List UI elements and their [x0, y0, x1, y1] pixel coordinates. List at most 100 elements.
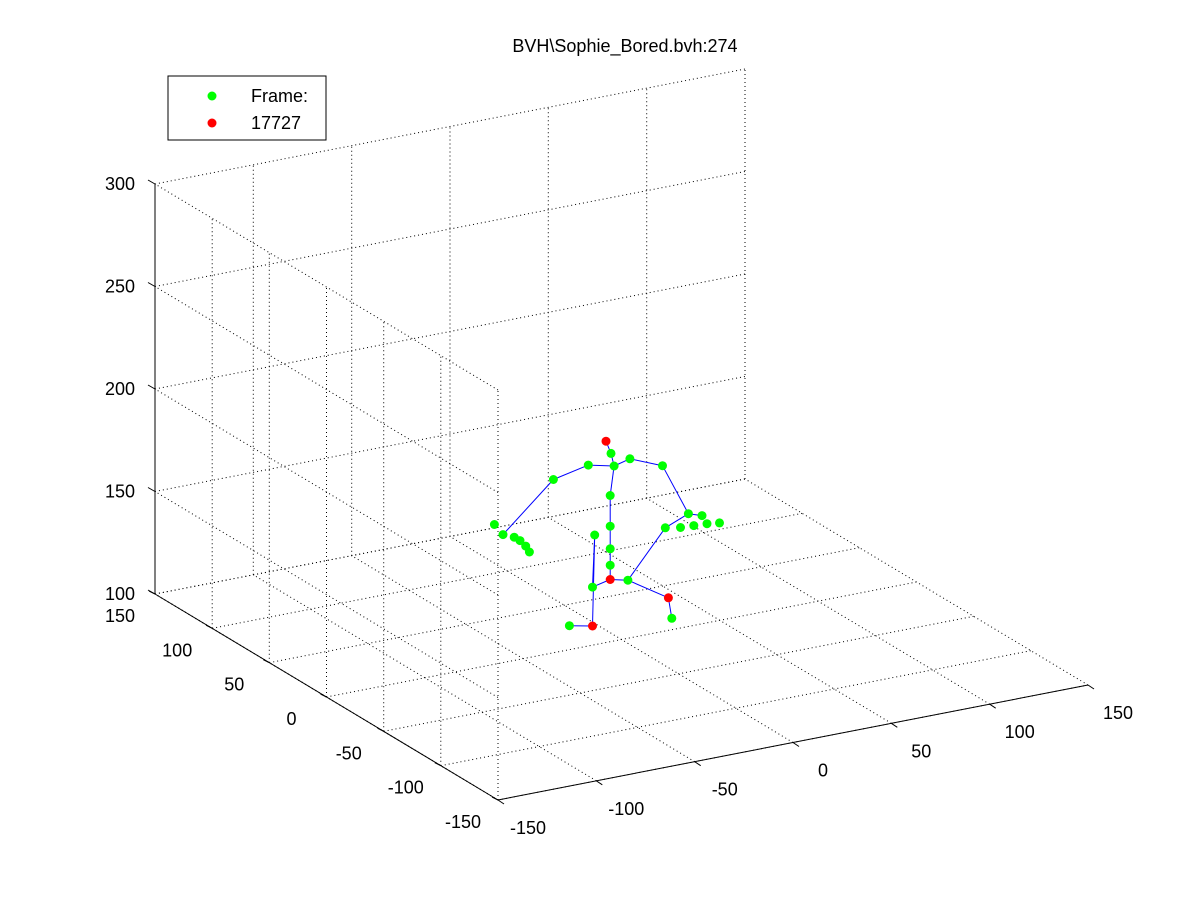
z-tick [147, 282, 156, 287]
bone-left-shoulder-left-wrist [502, 479, 554, 535]
x-tick-label: -100 [608, 799, 644, 819]
legend-label-number: 17727 [251, 113, 301, 133]
x-tick [989, 703, 996, 709]
joint-right-ankle [663, 593, 673, 603]
y-tick-label: -150 [445, 812, 481, 832]
grid-line [154, 491, 499, 698]
joint-neck [609, 461, 619, 471]
grid-line [269, 547, 860, 664]
z-tick-label: 100 [105, 584, 135, 604]
joint-neck-right [625, 454, 635, 464]
joint-spine-0 [605, 560, 615, 570]
y-tick-label: 50 [224, 675, 244, 695]
joint-left-hand-2 [515, 536, 525, 546]
x-tick [792, 742, 800, 747]
grid-line [383, 615, 974, 732]
z-tick-label: 200 [105, 379, 135, 399]
z-tick [147, 589, 156, 595]
joint-right-toe [667, 613, 677, 623]
legend-label-frame: Frame: [251, 86, 308, 106]
x-tick [1087, 684, 1095, 690]
z-tick-label: 150 [105, 482, 135, 502]
joint-neck-left [583, 460, 593, 470]
z-tick [147, 487, 156, 492]
joint-spine-2 [605, 521, 615, 531]
joint-left-shoulder [548, 475, 558, 484]
joint-right-hand-5 [715, 518, 724, 528]
grid-line [326, 581, 917, 698]
z-tick [147, 179, 156, 185]
x-tick-label: -50 [712, 780, 738, 800]
x-tick-label: 150 [1103, 703, 1133, 723]
skeleton-joints [489, 436, 724, 631]
joint-right-hand-2 [676, 523, 685, 532]
joint-right-hip [623, 575, 633, 585]
grid-line [154, 183, 499, 391]
joint-left-hand-5 [489, 520, 499, 529]
joint-left-ankle [588, 621, 597, 631]
bone-neck-right-right-shoulder [629, 458, 663, 467]
y-tick [320, 693, 327, 698]
grid-line [154, 388, 499, 596]
z-tick-label: 250 [105, 277, 135, 297]
tick-labels: -150-100-50050100150-150-100-50050100150… [105, 174, 1133, 838]
grid-line [212, 512, 803, 629]
joint-right-elbow [683, 509, 693, 519]
y-tick [434, 762, 442, 767]
grid-line [744, 478, 1089, 686]
legend-marker-frame [207, 91, 217, 101]
grid-line [154, 478, 746, 595]
bone-right-shoulder-right-elbow [662, 465, 689, 514]
bone-left-knee-left-ankle [592, 534, 596, 627]
x-tick [891, 722, 898, 728]
x-tick-label: 100 [1005, 722, 1035, 742]
axes-lines [147, 179, 1095, 805]
joint-left-hip [588, 582, 597, 592]
grid-line [154, 68, 746, 185]
bone-right-hip-right-hand-1 [627, 527, 666, 581]
x-tick-label: 0 [818, 761, 828, 781]
legend-box [167, 75, 327, 141]
legend: Frame: 17727 [167, 75, 327, 141]
y-tick-label: -50 [336, 743, 362, 763]
joint-left-toe [564, 621, 574, 631]
joint-spine-1 [605, 544, 615, 554]
grid-line [154, 273, 746, 390]
bone-neck-spine-3 [609, 465, 615, 496]
y-tick-label: 100 [162, 640, 192, 660]
joint-spine-3 [605, 491, 615, 500]
grid-line [154, 171, 746, 287]
joint-right-hand-1 [660, 523, 670, 533]
z-tick [147, 384, 156, 390]
x-tick [497, 799, 505, 805]
x-tick-label: 50 [911, 741, 931, 761]
bone-right-hip-right-ankle [627, 579, 669, 599]
y-tick-label: 150 [105, 606, 135, 626]
y-tick-label: 0 [286, 709, 296, 729]
y-tick [205, 624, 213, 629]
x-tick-label: -150 [510, 818, 546, 838]
joint-left-wrist [498, 530, 508, 540]
grid-line [440, 650, 1031, 767]
grid-line [154, 286, 499, 493]
grid-line [154, 376, 746, 492]
joint-head-top [601, 436, 611, 446]
bone-right-elbow-right-hand-1 [665, 513, 689, 529]
joint-right-wrist [697, 511, 707, 521]
joint-right-shoulder [658, 461, 667, 471]
y-tick [377, 727, 384, 732]
joint-left-hand-4 [524, 547, 534, 557]
y-tick [263, 659, 270, 664]
joint-hips [605, 575, 615, 584]
y-tick-label: -100 [388, 778, 424, 798]
chart-title: BVH\Sophie_Bored.bvh:274 [512, 36, 737, 57]
bone-neck-left-left-shoulder [553, 464, 589, 480]
x-tick [596, 780, 603, 786]
joint-right-hand-4 [702, 519, 712, 529]
axes-grid [154, 68, 1089, 801]
joint-right-hand-3 [689, 521, 699, 531]
joint-left-knee [590, 530, 600, 540]
z-tick-label: 300 [105, 174, 135, 194]
joint-head [606, 448, 616, 458]
